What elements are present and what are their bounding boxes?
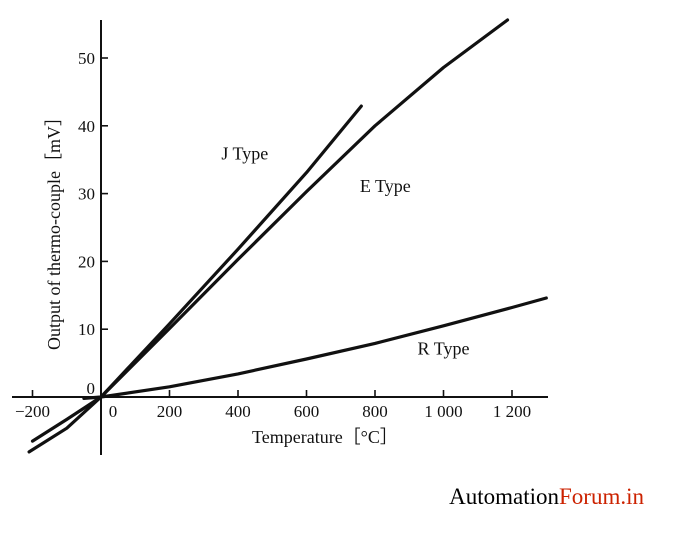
y-axis-title: Output of thermo-couple［mV］ bbox=[44, 108, 64, 350]
x-axis-title: Temperature［°C］ bbox=[252, 427, 398, 447]
watermark-part2: Forum.in bbox=[559, 484, 644, 509]
y-tick-label: 50 bbox=[78, 49, 95, 68]
x-tick-label: 1 000 bbox=[424, 402, 462, 421]
y-tick-label: 0 bbox=[87, 379, 96, 398]
e-type-line bbox=[30, 18, 510, 443]
j-type-label: J Type bbox=[221, 144, 268, 164]
x-tick-label: 800 bbox=[362, 402, 388, 421]
e-type-label: E Type bbox=[360, 176, 411, 196]
r-type-label: R Type bbox=[418, 338, 470, 358]
x-tick-label: −200 bbox=[15, 402, 50, 421]
y-tick-label: 40 bbox=[78, 117, 95, 136]
r-type-line bbox=[82, 296, 548, 400]
y-tick-label: 10 bbox=[78, 320, 95, 339]
x-tick-label: 0 bbox=[109, 402, 118, 421]
j-type-line bbox=[27, 104, 363, 454]
x-tick-label: 200 bbox=[157, 402, 183, 421]
y-tick-label: 20 bbox=[78, 252, 95, 271]
x-tick-label: 1 200 bbox=[493, 402, 531, 421]
x-tick-label: 400 bbox=[225, 402, 251, 421]
x-tick-label: 600 bbox=[294, 402, 320, 421]
y-tick-label: 30 bbox=[78, 185, 95, 204]
watermark: AutomationForum.in bbox=[449, 484, 644, 510]
watermark-part1: Automation bbox=[449, 484, 560, 509]
